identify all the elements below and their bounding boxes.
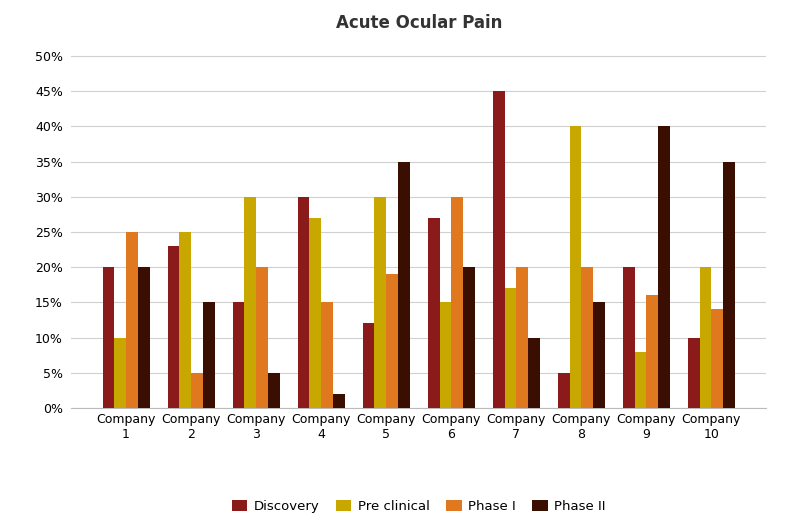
- Bar: [439, 302, 451, 408]
- Bar: [374, 197, 386, 408]
- Bar: [528, 337, 540, 408]
- Title: Acute Ocular Pain: Acute Ocular Pain: [336, 14, 502, 32]
- Bar: [634, 351, 646, 408]
- Bar: [115, 337, 126, 408]
- Bar: [623, 267, 634, 408]
- Bar: [179, 232, 191, 408]
- Bar: [558, 373, 570, 408]
- Bar: [310, 218, 322, 408]
- Bar: [191, 373, 203, 408]
- Bar: [244, 197, 256, 408]
- Bar: [723, 162, 735, 408]
- Bar: [646, 295, 658, 408]
- Bar: [451, 197, 463, 408]
- Bar: [333, 394, 344, 408]
- Bar: [581, 267, 593, 408]
- Bar: [298, 197, 310, 408]
- Bar: [322, 302, 333, 408]
- Bar: [463, 267, 475, 408]
- Bar: [386, 274, 398, 408]
- Legend: Discovery, Pre clinical, Phase I, Phase II: Discovery, Pre clinical, Phase I, Phase …: [227, 495, 611, 519]
- Bar: [363, 323, 374, 408]
- Bar: [167, 246, 179, 408]
- Bar: [233, 302, 244, 408]
- Bar: [268, 373, 280, 408]
- Bar: [493, 91, 505, 408]
- Bar: [256, 267, 268, 408]
- Bar: [103, 267, 115, 408]
- Bar: [398, 162, 409, 408]
- Bar: [203, 302, 215, 408]
- Bar: [658, 127, 670, 408]
- Bar: [570, 127, 581, 408]
- Bar: [428, 218, 439, 408]
- Bar: [137, 267, 149, 408]
- Bar: [516, 267, 528, 408]
- Bar: [593, 302, 604, 408]
- Bar: [505, 288, 516, 408]
- Bar: [711, 310, 723, 408]
- Bar: [700, 267, 711, 408]
- Bar: [688, 337, 700, 408]
- Bar: [126, 232, 137, 408]
